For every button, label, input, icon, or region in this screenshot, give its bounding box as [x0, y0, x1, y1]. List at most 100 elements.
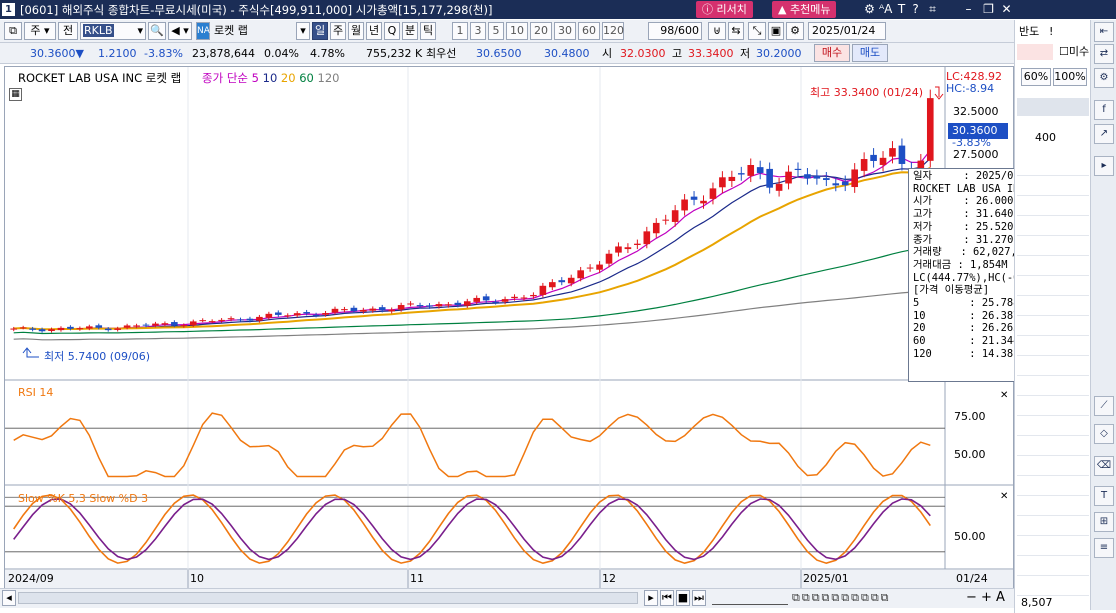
line-tool-icon[interactable]: ⟋ — [1094, 396, 1114, 416]
period-1-button[interactable]: 주 — [330, 22, 346, 40]
candle-body — [341, 309, 348, 311]
ask-price: 30.6500 — [476, 47, 522, 60]
gear-icon[interactable]: ⚙ — [864, 2, 875, 16]
rsi-legend: RSI 14 — [18, 386, 54, 399]
chart-type-icon[interactable]: ⤡ — [748, 22, 766, 40]
all-market-button[interactable]: 전 — [58, 22, 78, 40]
speaker-icon[interactable]: ◀ ▾ — [168, 22, 192, 40]
horizontal-scrollbar[interactable] — [18, 592, 638, 604]
period-6-button[interactable]: 틱 — [420, 22, 436, 40]
indicator-icon[interactable]: f — [1094, 100, 1114, 120]
candle-body — [586, 267, 594, 269]
market-select[interactable]: 주 ▾ — [24, 22, 56, 40]
table-icon[interactable]: ▦ — [9, 88, 22, 101]
period-2-button[interactable]: 월 — [348, 22, 364, 40]
stock-chart[interactable] — [5, 67, 1013, 589]
candle-body — [804, 174, 811, 179]
line-chart-icon[interactable]: ↗ — [1094, 124, 1114, 144]
erase-all-icon[interactable]: ⌫ — [1094, 456, 1114, 476]
zoom-slider[interactable] — [712, 591, 788, 605]
interval-10-button[interactable]: 10 — [506, 22, 528, 40]
settings-icon[interactable]: ⚙ — [786, 22, 804, 40]
search-icon[interactable]: 🔍 — [148, 22, 166, 40]
candle-body — [463, 301, 471, 306]
drawing-tools[interactable]: ⧉⧉⧉⧉⧉⧉⧉⧉⧉⧉ — [792, 591, 891, 604]
quote-bar: 30.3600▼ 1.2100 -3.83% 23,878,644 0.04% … — [0, 43, 1014, 64]
grid-tool-icon[interactable]: ⊞ — [1094, 512, 1114, 532]
pointer-icon[interactable]: ▸ — [1094, 156, 1114, 176]
period-0-button[interactable]: 일 — [312, 22, 328, 40]
chart-area[interactable] — [4, 66, 1014, 590]
window-titlebar: 1 [0601] 해외주식 종합차트-무료시세(미국) - 주식수[499,91… — [0, 0, 1116, 19]
interval-20-button[interactable]: 20 — [530, 22, 552, 40]
eraser-icon[interactable]: ◇ — [1094, 424, 1114, 444]
candle-body — [397, 305, 405, 310]
close-icon[interactable]: ✕ — [1001, 2, 1012, 16]
unpaid-check[interactable]: ☐미수 — [1059, 45, 1090, 58]
ticker-input[interactable]: RKLB ▾ — [80, 22, 146, 40]
zoom-60-button[interactable]: 60% — [1021, 68, 1051, 86]
link-icon[interactable]: ⧉ — [4, 22, 22, 40]
text-tool-icon[interactable]: T — [1094, 486, 1114, 506]
scroll-icon[interactable]: ⇆ — [728, 22, 744, 40]
layout-icon[interactable]: ⇄ — [1094, 44, 1114, 64]
zoom-100-button[interactable]: 100% — [1053, 68, 1087, 86]
stoch-close-icon[interactable]: ✕ — [1000, 491, 1009, 502]
interval-1-button[interactable]: 1 — [452, 22, 468, 40]
x-label-last: 01/24 — [956, 572, 988, 585]
candle-body — [218, 319, 225, 321]
research-button[interactable]: ⓘ 리서치 — [696, 1, 753, 18]
candle-body — [709, 188, 717, 199]
candle-body — [19, 327, 27, 329]
candle-body — [728, 176, 736, 182]
name-dropdown[interactable]: ▾ — [296, 22, 310, 40]
fibo-tool-icon[interactable]: ≡ — [1094, 538, 1114, 558]
period-4-button[interactable]: Q — [384, 22, 400, 40]
candle-body — [832, 183, 840, 186]
date-input[interactable]: 2025/01/24 ▦ — [808, 22, 886, 53]
save-icon[interactable]: ▣ — [768, 22, 784, 40]
stop-icon[interactable]: ■ — [676, 590, 690, 606]
scroll-right-icon[interactable]: ▸ — [644, 590, 658, 606]
scroll-left-icon[interactable]: ◂ — [2, 590, 16, 606]
candle-body — [303, 312, 310, 314]
current-price-tag: 30.3600 — [948, 123, 1008, 139]
buy-button[interactable]: 매수 — [814, 44, 850, 62]
candle-body — [265, 313, 273, 318]
interval-60-button[interactable]: 60 — [578, 22, 600, 40]
font-size-icon[interactable]: ᴬA — [879, 2, 893, 16]
rsi-tick-50: 50.00 — [954, 448, 986, 461]
minimize-icon[interactable]: – — [965, 2, 972, 16]
rewind-icon[interactable]: ⏮ — [660, 590, 674, 606]
window-title: [0601] 해외주식 종합차트-무료시세(미국) - 주식수[499,911,… — [20, 3, 493, 17]
interval-3-button[interactable]: 3 — [470, 22, 486, 40]
candle-body — [794, 168, 802, 170]
gear-icon[interactable]: ⚙ — [1094, 68, 1114, 88]
window-icon[interactable]: ⌗ — [929, 2, 936, 16]
interval-30-button[interactable]: 30 — [554, 22, 576, 40]
help-icon[interactable]: ? — [912, 2, 919, 16]
font-icon[interactable]: T — [897, 2, 906, 16]
candle-body — [785, 171, 792, 184]
sell-button[interactable]: 매도 — [852, 44, 888, 62]
candle-body — [416, 305, 424, 307]
count-input[interactable]: 98/600 — [648, 22, 702, 40]
forward-icon[interactable]: ⏭ — [692, 590, 706, 606]
zoom-controls[interactable]: − + A — [966, 590, 1005, 605]
interval-5-button[interactable]: 5 — [488, 22, 504, 40]
x-label-dec: 12 — [602, 572, 616, 585]
zoom-icon[interactable]: ⊎ — [708, 22, 726, 40]
high-price: 33.3400 — [688, 47, 734, 60]
collapse-icon[interactable]: ⇤ — [1094, 22, 1114, 42]
ma20-line — [13, 166, 931, 331]
candle-body — [76, 328, 84, 330]
ma20-label: 20 — [280, 71, 296, 85]
period-3-button[interactable]: 년 — [366, 22, 382, 40]
period-5-button[interactable]: 분 — [402, 22, 418, 40]
rsi-close-icon[interactable]: ✕ — [1000, 390, 1009, 401]
chart-navigation-bar: ◂ ▸ ⏮ ■ ⏭ ⧉⧉⧉⧉⧉⧉⧉⧉⧉⧉ − + A — [0, 588, 1014, 608]
restore-icon[interactable]: ❐ — [983, 2, 994, 16]
candle-body — [889, 148, 896, 157]
recommend-menu-button[interactable]: ▲ 추천메뉴 — [772, 1, 837, 18]
interval-120-button[interactable]: 120 — [602, 22, 624, 40]
